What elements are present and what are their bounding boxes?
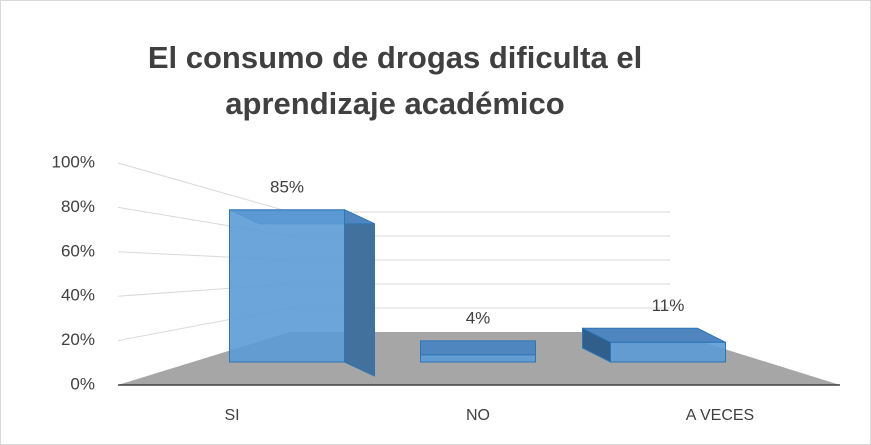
y-tick-label: 0% — [70, 374, 95, 393]
chart-title: aprendizaje académico — [225, 86, 564, 121]
bar — [582, 327, 726, 363]
bar-front — [610, 341, 726, 363]
bar — [229, 209, 375, 377]
y-tick-label: 40% — [61, 286, 95, 305]
y-tick-label: 20% — [61, 330, 95, 349]
bar-side — [344, 209, 375, 377]
x-tick-label: NO — [466, 407, 490, 424]
bar-top — [420, 340, 536, 356]
x-tick-label: SI — [224, 407, 239, 424]
value-label: 4% — [466, 308, 491, 327]
bar — [420, 340, 536, 363]
grid-line — [117, 162, 291, 213]
chart-title: El consumo de drogas dificulta el — [148, 40, 642, 75]
bar-front — [420, 354, 536, 363]
x-tick-label: A VECES — [686, 407, 754, 424]
value-label: 85% — [270, 177, 304, 196]
bar-front — [229, 209, 345, 363]
y-tick-label: 60% — [61, 241, 95, 260]
y-tick-label: 100% — [52, 152, 95, 171]
y-tick-label: 80% — [61, 197, 95, 216]
value-label: 11% — [652, 296, 685, 315]
